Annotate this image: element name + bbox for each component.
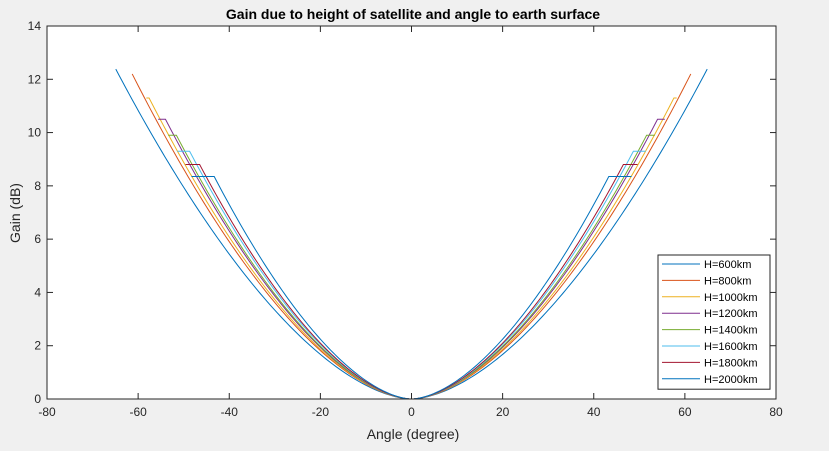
y-axis-label: Gain (dB) [7,183,23,243]
legend-label: H=2000km [704,374,758,386]
y-tick-label: 2 [34,339,41,353]
legend-label: H=1000km [704,292,758,304]
axes-layer: -80 -60 -40 -20 0 20 40 60 80 0 2 4 6 8 10 12 14 [28,19,783,419]
y-tick-label: 6 [34,232,41,246]
legend-label: H=600km [704,259,751,271]
legend-box [657,254,771,390]
x-tick-label: 0 [408,405,415,419]
x-tick-label: 20 [496,405,510,419]
chart-title: Gain due to height of satellite and angl… [226,6,600,22]
legend-label: H=1400km [704,325,758,337]
x-tick-label: -60 [129,405,147,419]
y-tick-label: 0 [34,392,41,406]
x-tick-label: 40 [587,405,601,419]
legend-label: H=1800km [704,357,758,369]
x-tick-label: 60 [678,405,692,419]
x-axis-label: Angle (degree) [367,426,460,442]
y-tick-label: 12 [28,72,42,86]
y-tick-label: 14 [28,19,42,33]
legend-label: H=800km [704,275,751,287]
x-tick-label: -40 [221,405,239,419]
plot-area [47,26,776,399]
legend-label: H=1200km [704,308,758,320]
x-tick-label: -80 [38,405,56,419]
y-tick-label: 10 [28,126,42,140]
legend: H=600km H=800km H=1000km H=1200km H=1400km H=… [657,254,771,390]
x-tick-label: -20 [312,405,330,419]
legend-label: H=1600km [704,341,758,353]
x-tick-label: 80 [769,405,783,419]
y-tick-label: 4 [34,285,41,299]
y-tick-label: 8 [34,179,41,193]
